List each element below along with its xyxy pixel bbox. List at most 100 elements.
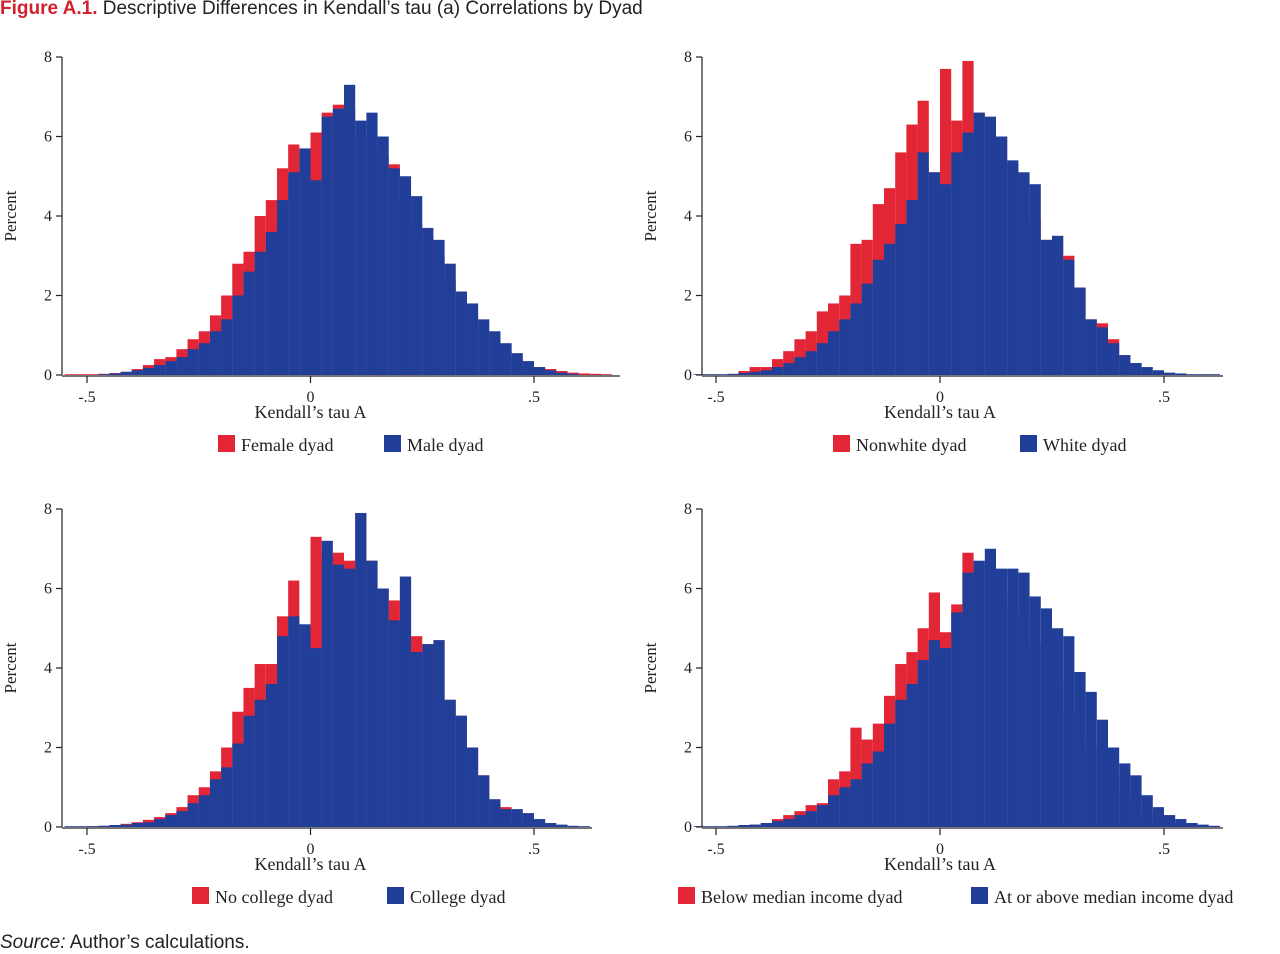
bar-white-dyad — [772, 367, 784, 375]
x-tick-label: .5 — [1158, 841, 1170, 858]
bar-male-dyad — [545, 370, 557, 375]
bar-white-dyad — [783, 363, 795, 375]
bar-at-or-above-median-income-dyad — [951, 612, 963, 827]
bar-college-dyad — [165, 815, 177, 827]
bar-college-dyad — [75, 826, 87, 827]
bar-at-or-above-median-income-dyad — [1152, 807, 1164, 828]
bar-college-dyad — [344, 568, 356, 828]
bar-college-dyad — [265, 683, 277, 827]
bar-male-dyad — [265, 231, 277, 375]
bar-college-dyad — [411, 652, 423, 827]
bar-white-dyad — [996, 136, 1008, 375]
series-at-or-above-median-income-dyad — [693, 548, 1220, 828]
bar-college-dyad — [64, 826, 76, 827]
bar-at-or-above-median-income-dyad — [716, 826, 728, 827]
legend-label-female-dyad: Female dyad — [241, 435, 333, 455]
bar-white-dyad — [1085, 319, 1097, 375]
bar-college-dyad — [578, 826, 590, 827]
bar-male-dyad — [411, 196, 423, 376]
bar-male-dyad — [198, 343, 210, 375]
bar-male-dyad — [478, 319, 490, 375]
bar-college-dyad — [500, 809, 512, 827]
bar-college-dyad — [399, 576, 412, 827]
x-tick-label: -.5 — [78, 841, 95, 858]
bar-white-dyad — [805, 351, 817, 375]
bar-male-dyad — [176, 357, 188, 375]
bar-at-or-above-median-income-dyad — [940, 648, 952, 828]
series-male-dyad — [98, 84, 579, 376]
bar-at-or-above-median-income-dyad — [760, 823, 772, 827]
bar-male-dyad — [120, 371, 132, 375]
bar-at-or-above-median-income-dyad — [1096, 719, 1108, 827]
legend-label-below-median-income-dyad: Below median income dyad — [701, 887, 902, 907]
chart-panel-gender: 0 2 4 6 8 Percent -.5 0 .5 Kendall’s tau A Female … — [1, 49, 620, 455]
bar-college-dyad — [534, 819, 546, 827]
bar-male-dyad — [377, 136, 389, 375]
bar-male-dyad — [288, 172, 300, 375]
bar-male-dyad — [131, 370, 143, 375]
bar-at-or-above-median-income-dyad — [1063, 636, 1075, 827]
bar-white-dyad — [1074, 287, 1086, 375]
bar-white-dyad — [1052, 235, 1064, 376]
bar-male-dyad — [455, 291, 467, 375]
bar-white-dyad — [951, 152, 963, 375]
bar-white-dyad — [1119, 355, 1131, 376]
bar-college-dyad — [221, 767, 233, 828]
bar-white-dyad — [895, 223, 907, 375]
bar-college-dyad — [310, 648, 322, 828]
bar-college-dyad — [545, 823, 557, 827]
bar-white-dyad — [917, 152, 929, 375]
x-tick-label: 0 — [307, 841, 315, 858]
bar-white-dyad — [727, 373, 739, 375]
x-axis-label: Kendall’s tau A — [255, 854, 367, 874]
y-tick-label: 4 — [44, 660, 52, 677]
bar-white-dyad — [984, 116, 996, 376]
bar-male-dyad — [466, 303, 479, 375]
bar-at-or-above-median-income-dyad — [850, 779, 862, 827]
bar-at-or-above-median-income-dyad — [861, 763, 873, 827]
bar-female-dyad — [589, 373, 602, 375]
bar-at-or-above-median-income-dyad — [805, 811, 817, 827]
bar-male-dyad — [366, 112, 378, 376]
y-axis-label: Percent — [1, 190, 20, 241]
bar-college-dyad — [276, 636, 289, 827]
bar-at-or-above-median-income-dyad — [738, 825, 750, 827]
bar-at-or-above-median-income-dyad — [1007, 568, 1019, 828]
bar-male-dyad — [567, 373, 579, 375]
bar-college-dyad — [98, 825, 110, 827]
bar-male-dyad — [299, 148, 311, 375]
bar-white-dyad — [1208, 374, 1220, 375]
bar-at-or-above-median-income-dyad — [1164, 815, 1176, 827]
bar-at-or-above-median-income-dyad — [884, 723, 896, 827]
bar-at-or-above-median-income-dyad — [1074, 671, 1086, 827]
bar-white-dyad — [973, 112, 985, 376]
bar-white-dyad — [884, 243, 896, 375]
bar-male-dyad — [221, 319, 233, 375]
legend: Below median income dyad At or above medi… — [678, 887, 1233, 907]
y-tick-label: 4 — [684, 208, 692, 225]
bar-white-dyad — [1164, 372, 1176, 375]
bar-at-or-above-median-income-dyad — [828, 795, 840, 827]
bar-college-dyad — [120, 824, 132, 827]
legend-swatch-at-or-above-median-income-dyad — [971, 887, 988, 904]
y-axis-label: Percent — [641, 642, 660, 693]
bar-white-dyad — [1029, 184, 1041, 375]
bar-college-dyad — [209, 779, 222, 827]
x-axis-label: Kendall’s tau A — [884, 402, 996, 422]
bar-at-or-above-median-income-dyad — [984, 548, 996, 827]
legend-swatch-nonwhite-dyad — [833, 435, 850, 452]
bar-college-dyad — [154, 819, 166, 827]
bar-male-dyad — [109, 373, 121, 375]
legend-swatch-below-median-income-dyad — [678, 887, 695, 904]
source-note: Source: Author’s calculations. — [0, 932, 250, 954]
bar-at-or-above-median-income-dyad — [727, 825, 739, 827]
chart-panel-income: 0 2 4 6 8 Percent -.5 0 .5 Kendall’s tau A Below m… — [641, 501, 1233, 907]
legend-swatch-white-dyad — [1020, 435, 1037, 452]
bar-male-dyad — [154, 365, 166, 375]
bar-female-dyad — [87, 374, 99, 375]
bar-college-dyad — [299, 624, 311, 827]
bar-female-dyad — [75, 374, 87, 375]
x-axis-label: Kendall’s tau A — [884, 854, 996, 874]
y-tick-label: 6 — [684, 129, 692, 146]
bar-nonwhite-dyad — [749, 367, 761, 375]
